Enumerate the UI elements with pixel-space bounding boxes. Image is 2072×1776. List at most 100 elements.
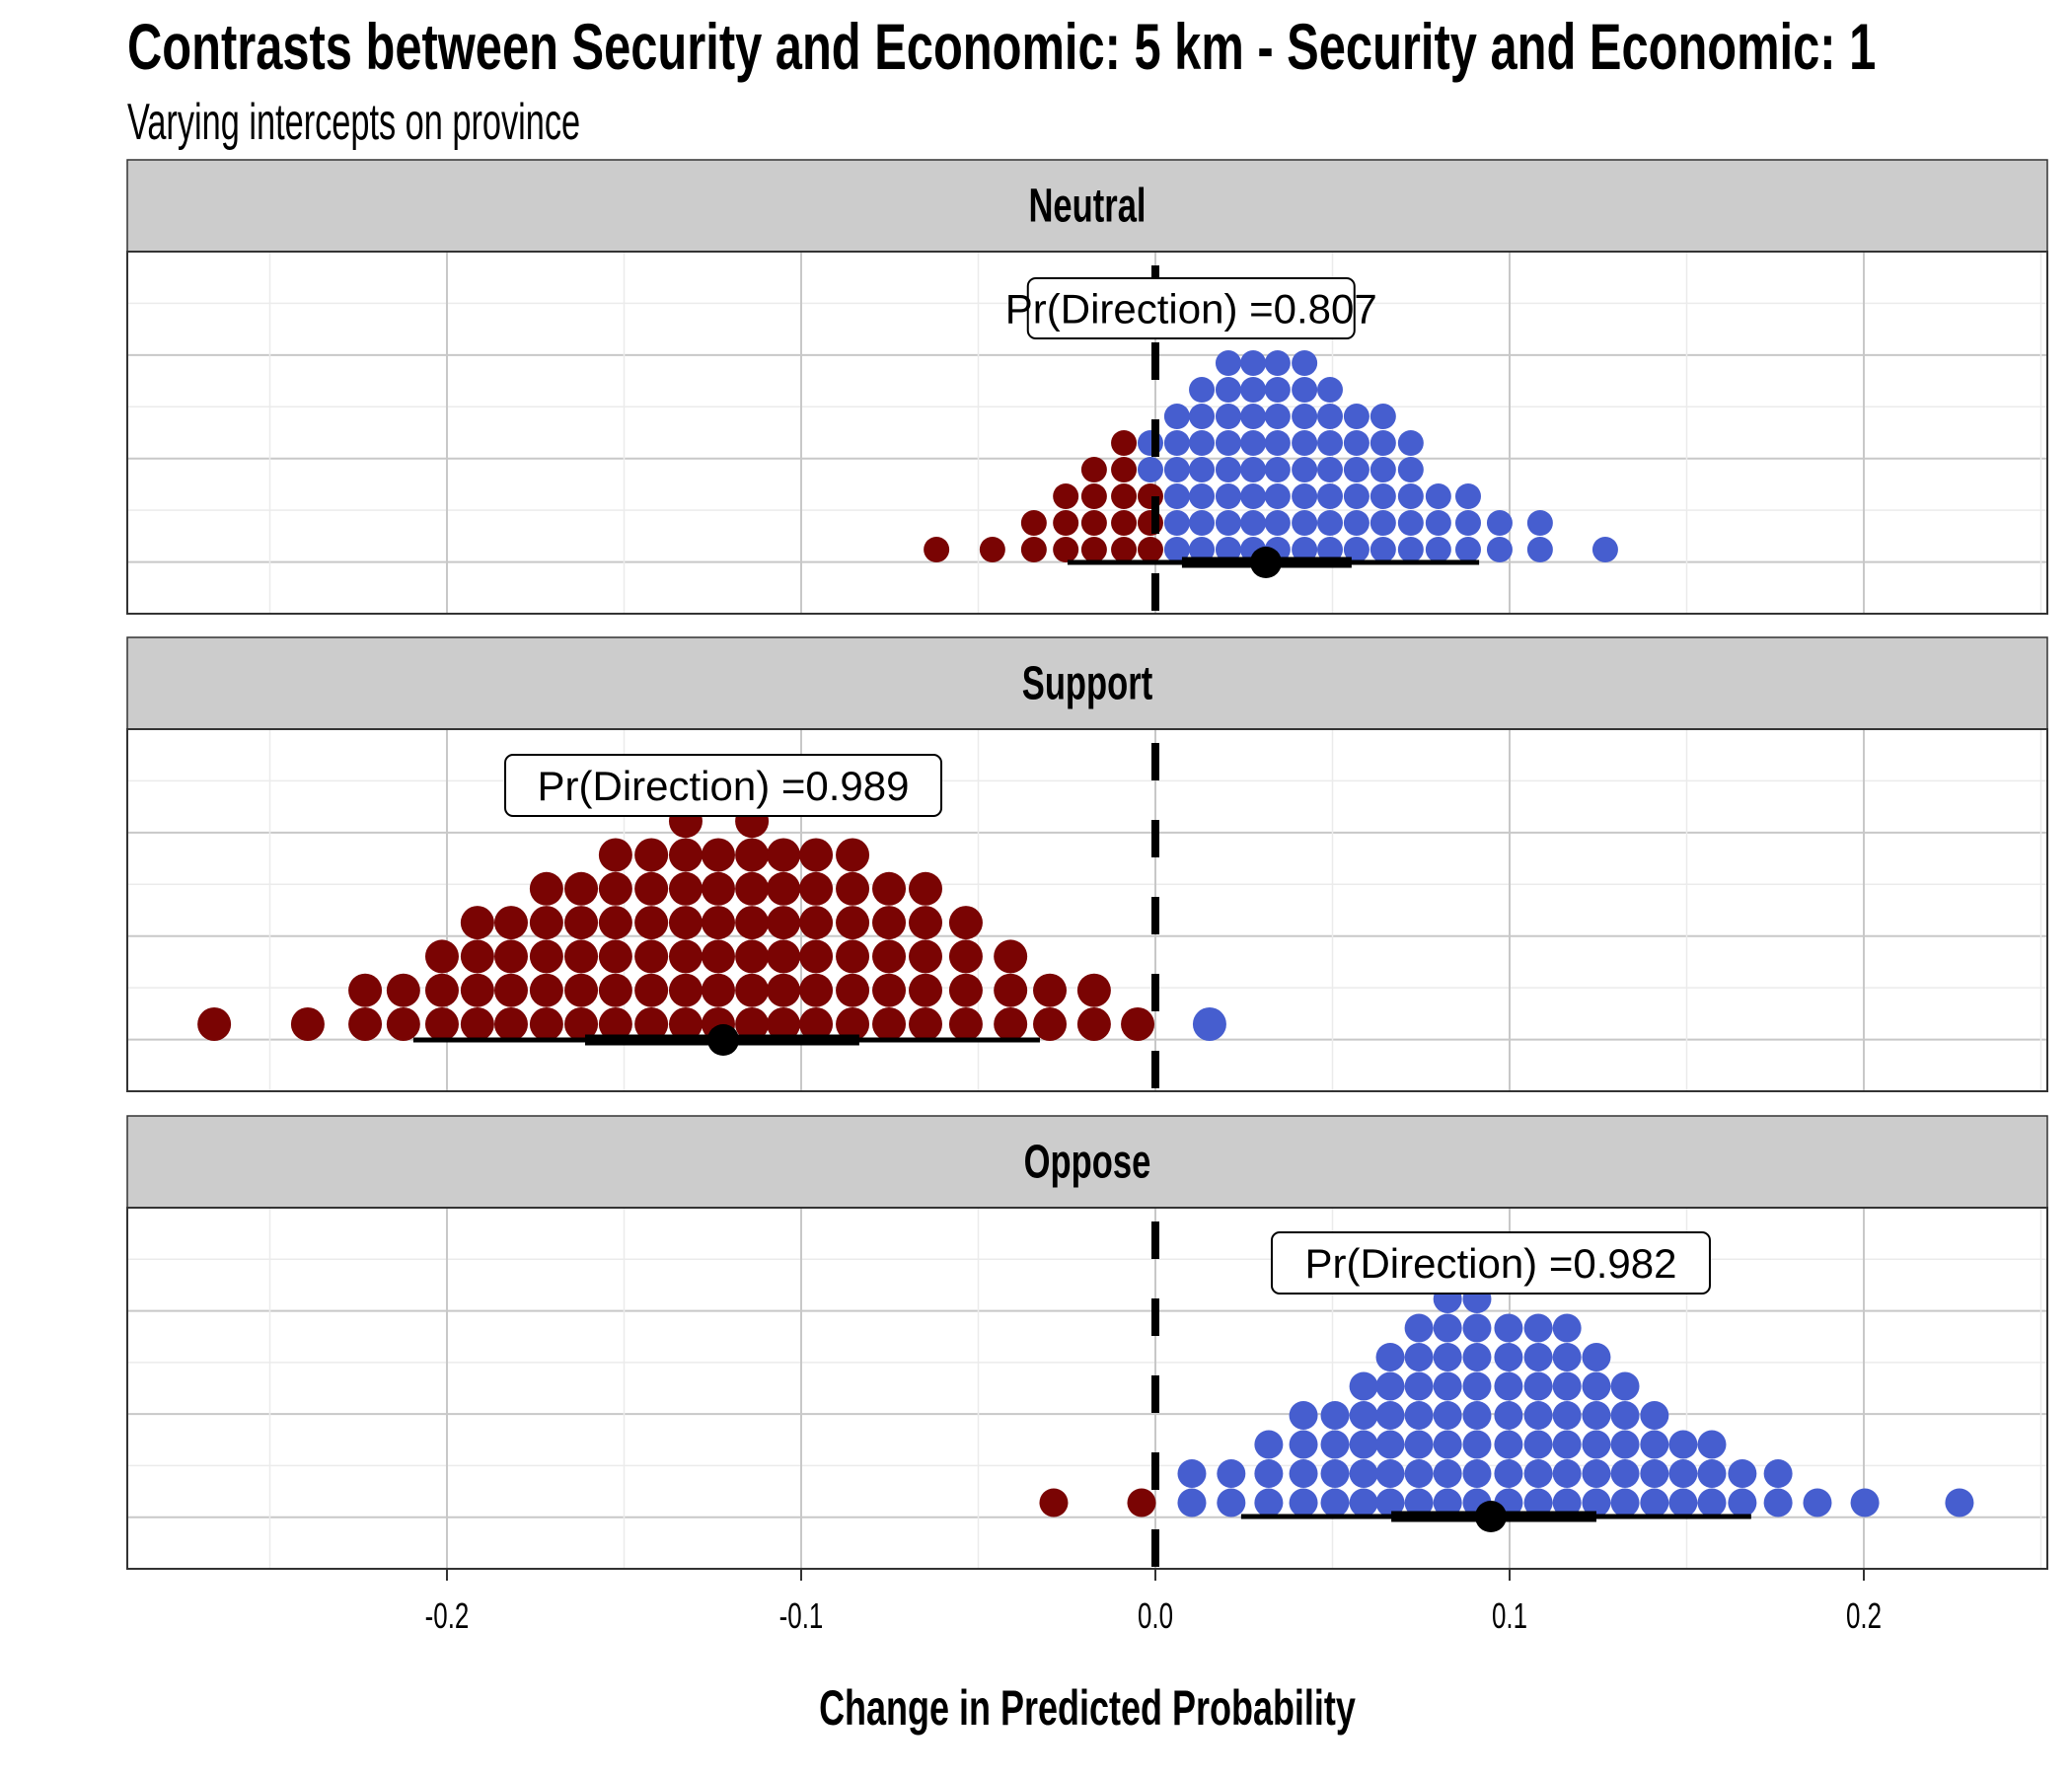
dot-positive	[1462, 1459, 1492, 1488]
dot-positive	[1349, 1488, 1378, 1517]
dot-negative	[836, 906, 870, 940]
dot-positive	[1369, 510, 1396, 536]
dot-negative	[493, 1007, 528, 1041]
dot-positive	[1668, 1488, 1698, 1517]
x-axis-title: Change in Predicted Probability	[819, 1681, 1356, 1736]
dot-positive	[1397, 457, 1424, 482]
dot-negative	[948, 906, 983, 940]
dot-positive	[1397, 537, 1424, 562]
dot-positive	[1240, 457, 1267, 482]
dot-positive	[1189, 377, 1216, 403]
dot-negative	[424, 1007, 459, 1041]
dot-positive	[1552, 1488, 1582, 1517]
dot-negative	[668, 871, 703, 906]
dot-negative	[924, 537, 950, 562]
dot-positive	[1316, 510, 1343, 536]
dot-positive	[1215, 510, 1241, 536]
dot-negative	[598, 906, 632, 940]
dot-positive	[1462, 1430, 1492, 1459]
dot-positive	[1292, 457, 1318, 482]
dot-positive	[1343, 430, 1369, 456]
x-tick-label: -0.1	[779, 1596, 824, 1636]
dot-negative	[767, 871, 801, 906]
dot-positive	[1316, 377, 1343, 403]
dot-positive	[1375, 1401, 1405, 1430]
dot-positive	[1189, 457, 1216, 482]
dot-positive	[1292, 483, 1318, 509]
dot-positive	[1462, 1371, 1492, 1401]
dot-positive	[1404, 1430, 1434, 1459]
dot-positive	[1375, 1488, 1405, 1517]
dot-negative	[836, 838, 870, 872]
facet-strip	[126, 636, 2048, 730]
dot-negative	[290, 1007, 325, 1041]
dot-positive	[1404, 1459, 1434, 1488]
x-tick-label: 0.2	[1846, 1596, 1882, 1636]
x-tick-label: -0.2	[425, 1596, 470, 1636]
chart-subtitle: Varying intercepts on province	[127, 94, 581, 151]
dot-negative	[1076, 1007, 1111, 1041]
dot-positive	[1523, 1401, 1553, 1430]
dot-negative	[598, 973, 632, 1007]
point-estimate	[1250, 547, 1283, 578]
dot-positive	[1137, 430, 1163, 456]
dot-negative	[1080, 457, 1107, 482]
dot-positive	[1494, 1459, 1523, 1488]
dot-negative	[634, 871, 669, 906]
dot-positive	[1697, 1430, 1727, 1459]
dot-positive	[1177, 1488, 1207, 1517]
dot-positive	[1189, 510, 1216, 536]
dot-negative	[1053, 537, 1079, 562]
dot-negative	[348, 973, 383, 1007]
dot-negative	[1121, 1007, 1155, 1041]
dot-negative	[668, 973, 703, 1007]
dot-negative	[735, 906, 770, 940]
dot-negative	[1111, 430, 1138, 456]
dot-positive	[1582, 1459, 1611, 1488]
dot-negative	[799, 973, 834, 1007]
dot-positive	[1433, 1371, 1462, 1401]
dot-positive	[1163, 483, 1190, 509]
dot-negative	[948, 939, 983, 974]
dot-positive	[1610, 1371, 1640, 1401]
dot-negative	[735, 1007, 770, 1041]
dot-positive	[1217, 1488, 1246, 1517]
dot-positive	[1494, 1371, 1523, 1401]
dot-positive	[1349, 1371, 1378, 1401]
dot-positive	[1343, 537, 1369, 562]
dot-positive	[1375, 1459, 1405, 1488]
dot-negative	[1033, 1007, 1068, 1041]
panel-background	[127, 1208, 2047, 1569]
dot-negative	[767, 906, 801, 940]
dot-negative	[424, 973, 459, 1007]
dot-positive	[1320, 1488, 1350, 1517]
dot-negative	[634, 906, 669, 940]
dot-positive	[1240, 350, 1267, 376]
dot-positive	[1728, 1459, 1757, 1488]
dot-positive	[1292, 510, 1318, 536]
dot-negative	[668, 1007, 703, 1041]
dot-negative	[701, 973, 735, 1007]
dot-positive	[1523, 1343, 1553, 1371]
dot-positive	[1433, 1313, 1462, 1343]
x-axis: -0.2 -0.1 0.0 0.1 0.2	[425, 1569, 1882, 1636]
dot-negative	[564, 871, 599, 906]
dot-negative	[767, 973, 801, 1007]
dot-positive	[1668, 1430, 1698, 1459]
dot-positive	[1425, 483, 1451, 509]
facet-panel-neutral: Neutral Pr(Direction) =0.807	[126, 159, 2048, 615]
dot-positive	[1316, 404, 1343, 429]
dot-positive	[1264, 483, 1291, 509]
dot-negative	[872, 906, 907, 940]
dot-negative	[767, 1007, 801, 1041]
dot-positive	[1397, 483, 1424, 509]
dot-positive	[1264, 430, 1291, 456]
chart-title: Contrasts between Security and Economic:…	[127, 10, 1877, 83]
dot-positive	[1240, 510, 1267, 536]
dot-positive	[1316, 537, 1343, 562]
dot-negative	[348, 1007, 383, 1041]
dot-stack	[1039, 1285, 1974, 1517]
dot-negative	[460, 939, 494, 974]
dot-negative	[994, 1007, 1028, 1041]
dot-positive	[1454, 483, 1481, 509]
